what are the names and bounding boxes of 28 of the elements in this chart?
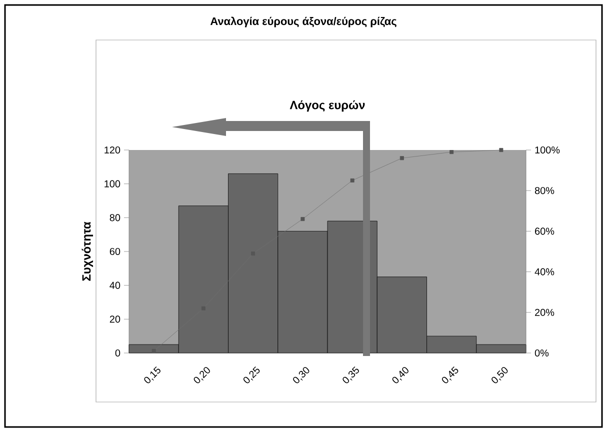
y-tick-label: 80 — [110, 214, 120, 222]
y-tick-label: 20 — [110, 316, 120, 323]
y2-tick-label: 100% — [535, 146, 560, 154]
x-tick-label: 0,20 — [194, 367, 210, 384]
y-tick-label: 100 — [104, 180, 120, 188]
point — [499, 148, 504, 152]
y-tick-label: 60 — [110, 248, 120, 256]
y2-tick-label: 80% — [534, 187, 554, 194]
point — [450, 150, 454, 154]
point — [201, 306, 206, 310]
y-tick-label: 0 — [115, 349, 120, 357]
x-tick-label: 0,50 — [492, 367, 508, 384]
y2-tick-label: 60% — [535, 228, 554, 235]
point — [152, 348, 156, 353]
y2-tick-label: 20% — [535, 308, 554, 316]
y-tick-label: 120 — [104, 146, 120, 154]
point — [400, 156, 404, 160]
y2-tick-label: 0% — [534, 349, 549, 357]
y-axis-title: Συχνότητα — [82, 222, 94, 281]
y2-tick-label: 40% — [534, 268, 554, 276]
y-tick-label: 40 — [110, 282, 120, 289]
x-tick-label: 0,30 — [293, 367, 310, 384]
point — [300, 217, 305, 222]
chart-subtitle: Λόγος ευρών — [290, 100, 365, 112]
chart-title: Αναλογία εύρους άξονα/εύρος ρίζας — [210, 16, 396, 28]
point — [251, 252, 256, 256]
x-tick-label: 0,40 — [392, 367, 408, 384]
point — [350, 178, 354, 182]
